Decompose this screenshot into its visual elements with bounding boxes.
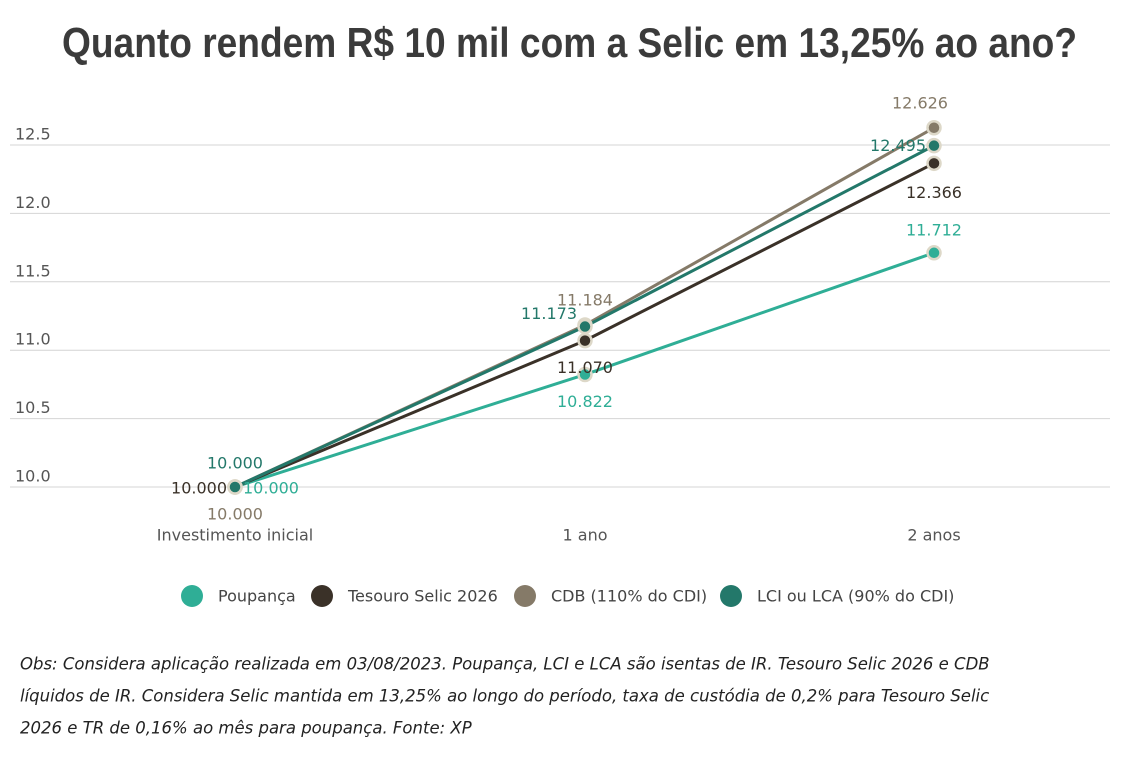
chart-title: Quanto rendem R$ 10 mil com a Selic em 1… <box>62 19 1077 66</box>
legend-label: Tesouro Selic 2026 <box>347 587 498 606</box>
y-tick-label: 12.0 <box>15 193 51 212</box>
data-label: 10.000 <box>171 479 227 498</box>
legend-marker <box>311 585 333 607</box>
point <box>926 120 942 136</box>
data-label: 12.626 <box>892 93 948 112</box>
y-tick-label: 10.5 <box>15 398 51 417</box>
legend-marker <box>181 585 203 607</box>
y-tick-label: 10.0 <box>15 467 51 486</box>
legend-label: CDB (110% do CDI) <box>551 587 707 606</box>
x-tick-label: Investimento inicial <box>157 526 313 545</box>
data-label: 12.366 <box>906 183 962 202</box>
data-label: 10.000 <box>207 505 263 524</box>
point <box>577 318 593 335</box>
legend-label: LCI ou LCA (90% do CDI) <box>757 587 954 606</box>
data-label: 12.495 <box>870 136 926 155</box>
point <box>227 479 243 495</box>
footnote: Obs: Considera aplicação realizada em 03… <box>20 655 990 674</box>
legend-marker <box>514 585 536 607</box>
point <box>926 155 942 172</box>
data-label: 11.184 <box>557 291 613 310</box>
data-label: 10.000 <box>207 454 263 473</box>
y-tick-label: 11.0 <box>15 330 51 349</box>
data-label: 11.070 <box>557 358 613 377</box>
point <box>577 332 593 349</box>
point <box>926 137 942 154</box>
point <box>926 245 942 261</box>
y-tick-label: 11.5 <box>15 261 51 280</box>
footnote: 2026 e TR de 0,16% ao mês para poupança.… <box>20 719 472 738</box>
y-tick-label: 12.5 <box>15 125 51 144</box>
data-label: 11.173 <box>521 304 577 323</box>
x-tick-label: 2 anos <box>907 526 960 545</box>
data-label: 11.712 <box>906 220 962 239</box>
data-label: 10.822 <box>557 392 613 411</box>
legend-marker <box>720 585 742 607</box>
series-line <box>234 144 935 489</box>
data-label: 10.000 <box>243 479 299 498</box>
legend-label: Poupança <box>218 587 296 606</box>
point <box>577 366 593 383</box>
footnote: líquidos de IR. Considera Selic mantida … <box>20 687 989 706</box>
x-tick-label: 1 ano <box>563 526 608 545</box>
